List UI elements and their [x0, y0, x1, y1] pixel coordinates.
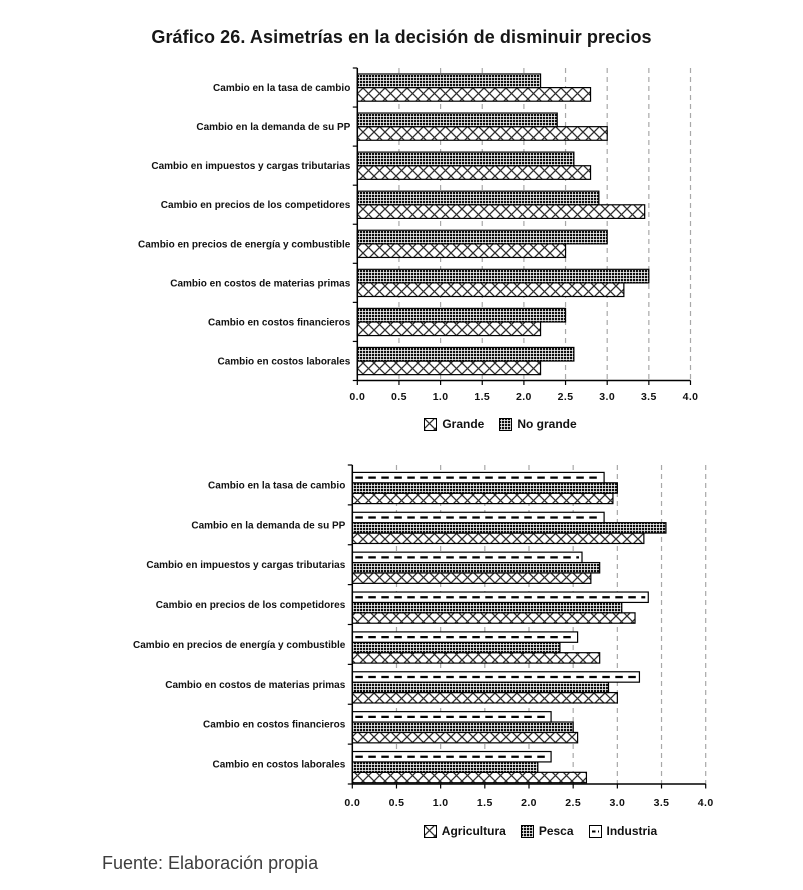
bar-pesca: [351, 761, 539, 773]
legend-label: Industria: [606, 824, 658, 838]
bar-pesca: [351, 641, 561, 654]
category-label: Cambio en costos laborales: [217, 356, 350, 367]
x-tick-label: 1.5: [474, 391, 490, 403]
x-tick-label: 3.0: [609, 797, 625, 809]
dash-swatch-icon: [588, 824, 602, 838]
category-label: Cambio en la tasa de cambio: [213, 83, 350, 94]
x-tick-label: 3.5: [654, 797, 670, 809]
legend-item-grande: Grande: [424, 417, 484, 431]
bar-grande: [356, 321, 542, 337]
bar-agricultura: [351, 771, 588, 784]
source-note: Fuente: Elaboración propia: [102, 853, 319, 873]
bar-agricultura: [351, 652, 601, 664]
dots-swatch-icon: [520, 824, 534, 838]
x-tick-label: 1.5: [477, 797, 493, 809]
bar-grande: [356, 86, 592, 102]
top-chart-size-comparison: Cambio en la tasa de cambio Cambio en la …: [138, 67, 699, 403]
category-label: Cambio en impuestos y cargas tributarias: [151, 161, 350, 172]
legend-label: No grande: [517, 417, 577, 431]
bar-agricultura: [351, 532, 645, 545]
legend-item-no-grande: No grande: [499, 417, 577, 431]
bar-grande: [356, 282, 625, 298]
bar-pesca: [351, 522, 667, 534]
bar-agricultura: [351, 492, 614, 505]
crosshatch-swatch-icon: [423, 824, 437, 838]
legend-item-agricultura: Agricultura: [423, 824, 506, 838]
x-tick-label: 0.5: [391, 391, 407, 403]
bar-pesca: [351, 561, 601, 574]
x-tick-label: 0.0: [349, 391, 365, 403]
bar-agricultura: [351, 572, 592, 584]
bar-pesca: [351, 601, 623, 614]
category-label: Cambio en impuestos y cargas tributarias: [146, 560, 345, 571]
x-tick-label: 2.0: [521, 797, 537, 809]
x-tick-label: 2.5: [558, 391, 574, 403]
x-tick-label: 1.0: [433, 391, 449, 403]
chart-title: Gráfico 26. Asimetrías en la decisión de…: [151, 27, 652, 47]
bar-no-grande: [356, 151, 575, 167]
bar-no-grande: [356, 346, 575, 362]
bar-agricultura: [351, 691, 618, 704]
x-tick-label: 1.0: [433, 797, 449, 809]
legend-item-pesca: Pesca: [520, 824, 574, 838]
category-label: Cambio en costos de materias primas: [170, 278, 351, 289]
category-label: Cambio en la tasa de cambio: [208, 480, 345, 491]
bar-no-grande: [356, 73, 542, 89]
x-tick-label: 0.5: [389, 797, 405, 809]
bar-grande: [356, 360, 542, 376]
x-tick-label: 4.0: [698, 797, 714, 809]
bar-grande: [356, 165, 592, 180]
bar-agricultura: [351, 612, 636, 624]
bar-pesca: [351, 482, 618, 494]
bar-pesca: [351, 721, 574, 734]
dots-swatch-icon: [499, 417, 513, 431]
bar-grande: [356, 243, 567, 259]
legend-bottom-chart: Agricultura Pesca Industria: [278, 824, 803, 838]
x-tick-label: 0.0: [344, 797, 360, 809]
category-label: Cambio en la demanda de su PP: [191, 520, 345, 531]
category-label: Cambio en costos laborales: [212, 760, 345, 771]
x-tick-label: 3.0: [599, 391, 615, 403]
bar-grande: [356, 126, 608, 141]
category-label: Cambio en precios de energía y combustib…: [138, 239, 351, 250]
bar-no-grande: [356, 229, 608, 245]
bar-no-grande: [356, 307, 567, 323]
legend-label: Agricultura: [441, 824, 506, 838]
legend-label: Grande: [442, 417, 485, 431]
legend-label: Pesca: [538, 824, 574, 838]
x-tick-label: 2.0: [516, 391, 532, 403]
category-label: Cambio en costos financieros: [208, 317, 351, 328]
category-label: Cambio en precios de los competidores: [161, 200, 351, 211]
bottom-chart-sector-comparison: Cambio en la tasa de cambio Cambio en la …: [133, 464, 714, 809]
x-tick-label: 3.5: [641, 391, 657, 403]
category-label: Cambio en precios de energía y combustib…: [133, 640, 346, 651]
x-tick-label: 4.0: [683, 391, 699, 403]
bar-no-grande: [356, 190, 600, 206]
bar-no-grande: [356, 112, 558, 128]
bar-pesca: [351, 681, 610, 694]
bar-grande: [356, 204, 646, 219]
legend-item-industria: Industria: [588, 824, 658, 838]
category-label: Cambio en costos de materias primas: [165, 680, 346, 691]
x-tick-label: 2.5: [565, 797, 581, 809]
bar-no-grande: [356, 268, 650, 284]
category-label: Cambio en la demanda de su PP: [196, 122, 350, 133]
bar-agricultura: [351, 731, 579, 744]
category-label: Cambio en costos financieros: [203, 720, 346, 731]
crosshatch-swatch-icon: [424, 417, 438, 431]
category-label: Cambio en precios de los competidores: [156, 600, 346, 611]
legend-top-chart: Grande No grande: [199, 417, 802, 431]
